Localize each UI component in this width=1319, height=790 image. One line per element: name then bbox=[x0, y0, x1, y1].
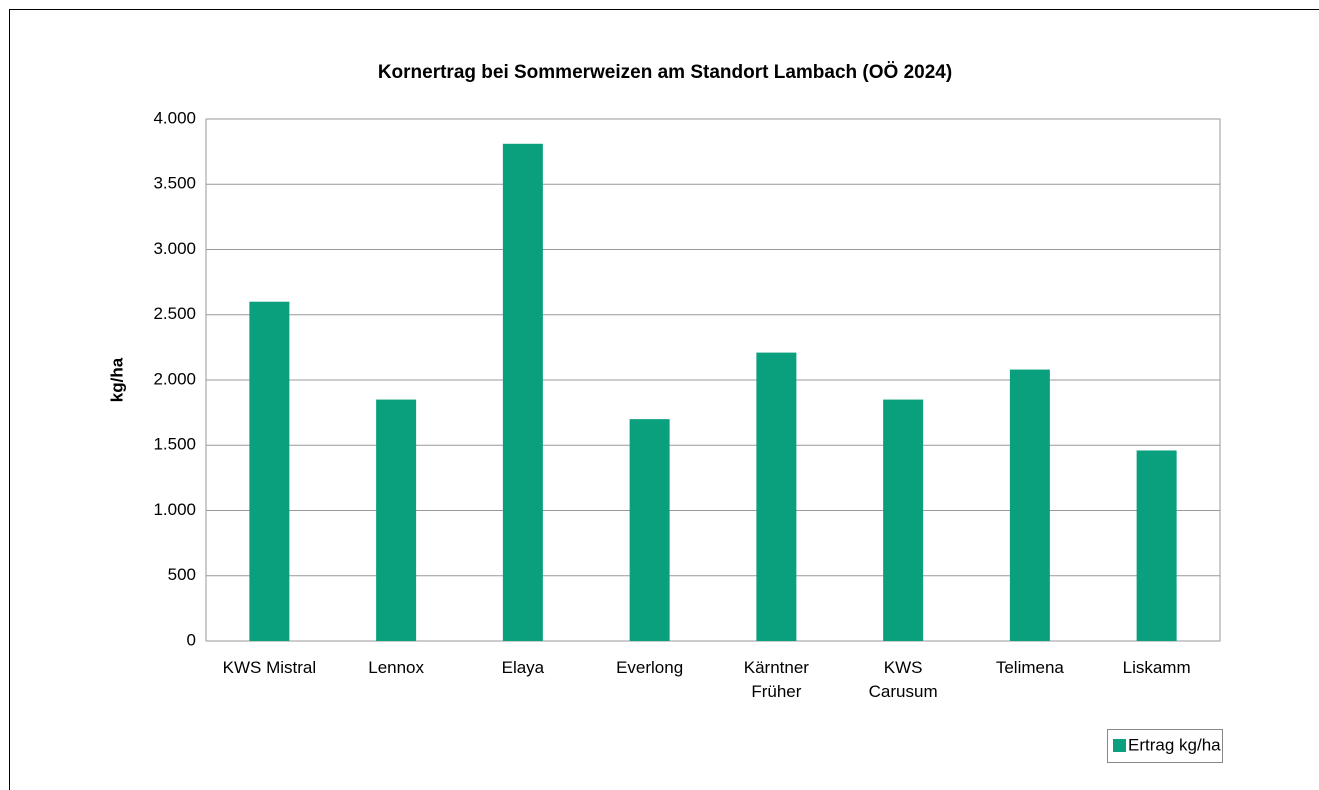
x-tick-label: Everlong bbox=[616, 658, 684, 677]
x-tick-label: Kärntner Früher bbox=[743, 658, 809, 701]
x-tick-label: KWS Carusum bbox=[868, 658, 938, 701]
y-tick-label: 1.500 bbox=[153, 435, 196, 454]
bar bbox=[376, 399, 417, 641]
legend-swatch bbox=[1113, 739, 1126, 752]
bar bbox=[249, 301, 290, 641]
y-tick-label: 500 bbox=[168, 565, 196, 584]
x-tick-label: Lennox bbox=[368, 658, 425, 677]
legend-box bbox=[1107, 729, 1223, 763]
x-tick-label: Telimena bbox=[995, 658, 1064, 677]
y-tick-label: 3.000 bbox=[153, 239, 196, 258]
y-tick-label: 3.500 bbox=[153, 174, 196, 193]
bar bbox=[1009, 369, 1050, 641]
y-tick-label: 2.500 bbox=[153, 304, 196, 323]
x-tick-label: KWS Mistral bbox=[222, 658, 317, 677]
y-tick-label: 1.000 bbox=[153, 500, 196, 519]
y-tick-label: 0 bbox=[187, 630, 196, 649]
bar bbox=[502, 143, 543, 642]
chart-frame bbox=[9, 9, 1319, 790]
bar bbox=[629, 419, 670, 641]
bar bbox=[1136, 450, 1177, 641]
legend-label: Ertrag kg/ha bbox=[1128, 735, 1221, 754]
bar bbox=[883, 399, 924, 641]
y-tick-label: 4.000 bbox=[153, 108, 196, 127]
x-tick-label: Liskamm bbox=[1122, 658, 1191, 677]
chart-title: Kornertrag bei Sommerweizen am Standort … bbox=[378, 62, 952, 83]
y-axis-label: kg/ha bbox=[107, 357, 126, 402]
y-tick-label: 2.000 bbox=[153, 369, 196, 388]
bar bbox=[756, 352, 797, 641]
x-tick-label: Elaya bbox=[501, 658, 545, 677]
